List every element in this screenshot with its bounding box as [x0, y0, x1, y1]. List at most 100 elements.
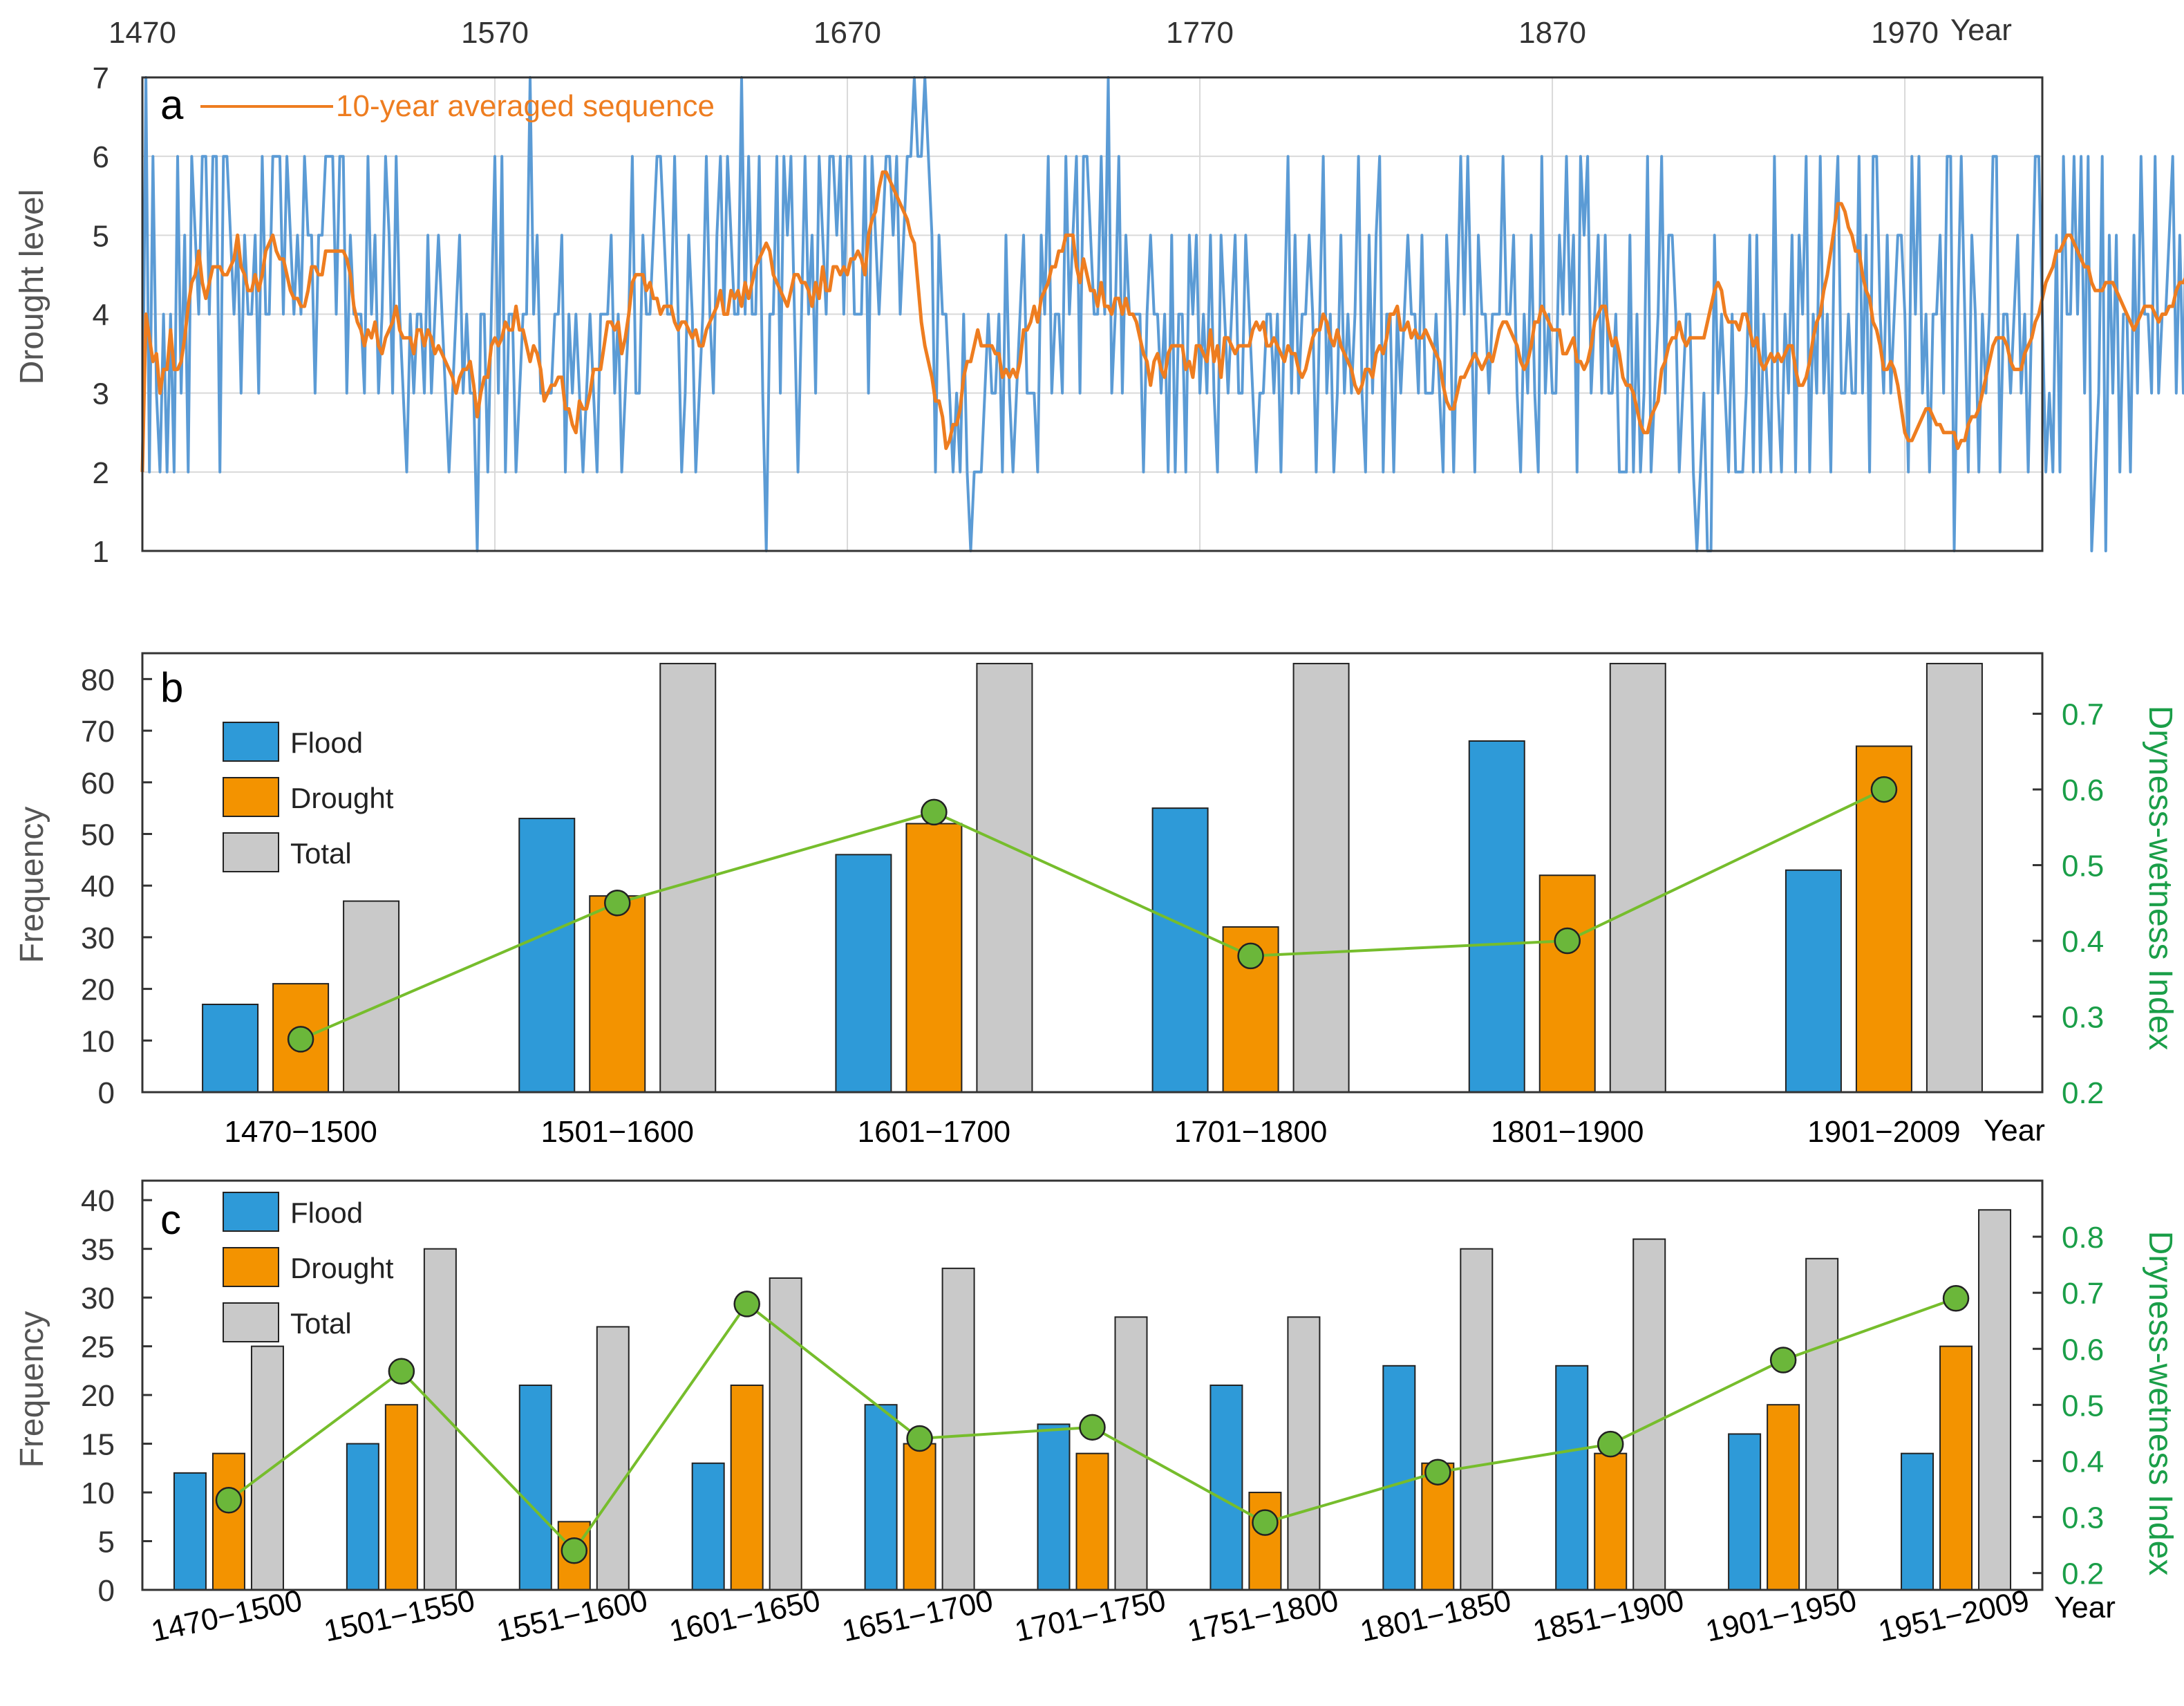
- panel-c-bar-total: [769, 1277, 802, 1591]
- panel-b-y2-tick-label: 0.3: [2062, 1001, 2104, 1035]
- panel-a-y-tick-label: 6: [93, 140, 109, 174]
- panel-b-dwi-line: [287, 776, 1898, 1053]
- panel-b-bar-total: [343, 900, 400, 1094]
- panel-c-dwi-line: [215, 1285, 1970, 1564]
- panel-b-dwi-point: [604, 890, 631, 917]
- panel-c-dwi-point: [1597, 1430, 1624, 1458]
- panel-c-x-tick-label: 1801−1850: [1357, 1584, 1514, 1649]
- panel-c-label: c: [160, 1197, 181, 1243]
- panel-c-bar-total: [1805, 1257, 1839, 1591]
- panel-a-x-tick-label: 1770: [1166, 16, 1234, 50]
- panel-a-y-tick-label: 2: [93, 456, 109, 490]
- panel-c-y2-tick-label: 0.6: [2062, 1333, 2104, 1367]
- panel-a-y-tick-label: 5: [93, 219, 109, 253]
- panel-b-label: b: [160, 664, 183, 711]
- panel-c-bar-flood: [864, 1404, 898, 1591]
- panel-a-x-tick-label: 1570: [461, 16, 529, 50]
- panel-b-bar-drought: [905, 823, 963, 1093]
- panel-b-legend-label-flood: Flood: [290, 727, 363, 759]
- panel-c-legend-swatch-total: [223, 1302, 279, 1342]
- panel-c-dwi-point: [1769, 1347, 1797, 1374]
- panel-c-dwi-point: [1942, 1285, 1970, 1312]
- panel-c-bar-total: [596, 1326, 630, 1591]
- panel-c-legend-label-drought: Drought: [290, 1252, 394, 1284]
- panel-a-y-tick-label: 4: [93, 299, 109, 332]
- panel-b-x-tick-label: 1801−1900: [1491, 1115, 1644, 1149]
- panel-c-bar-drought: [903, 1443, 936, 1591]
- panel-c-bar-drought: [1939, 1345, 1973, 1591]
- panel-c-bar-flood: [1382, 1365, 1416, 1591]
- panel-c-y2-tick-label: 0.8: [2062, 1221, 2104, 1255]
- panel-b-bar-total: [1292, 662, 1350, 1093]
- panel-c-bar-flood: [1901, 1452, 1934, 1591]
- panel-b-y-tick-label: 20: [81, 973, 115, 1007]
- panel-c-x-tick-label: 1901−1950: [1703, 1584, 1860, 1649]
- panel-c-legend-swatch-drought: [223, 1247, 279, 1287]
- panel-c-legend-label-flood: Flood: [290, 1197, 363, 1229]
- panel-b-bars: [202, 662, 1983, 1094]
- panel-c-y-tick-label: 0: [98, 1574, 115, 1608]
- panel-c-bar-total: [1460, 1248, 1494, 1591]
- panel-c-dwi-point: [1079, 1414, 1106, 1441]
- panel-b-dwi-point: [1554, 927, 1581, 955]
- panel-c-y-ticks: 0 5 10 15 20 25 30 35 40: [81, 1184, 152, 1608]
- panel-c-legend-label-total: Total: [290, 1307, 352, 1340]
- panel-b-legend-swatch-total: [223, 832, 279, 872]
- panel-b-bar-flood: [1468, 740, 1525, 1093]
- panel-c-y2-tick-label: 0.3: [2062, 1501, 2104, 1535]
- panel-c-bar-flood: [691, 1462, 725, 1591]
- panel-a-x-ticks: 1470 1570 1670 1770 1870 1970: [109, 16, 1939, 50]
- panel-b-bar-flood: [1151, 807, 1209, 1094]
- panel-b-y-tick-label: 80: [81, 663, 115, 697]
- panel-c-bar-flood: [1209, 1385, 1243, 1591]
- panel-c-y-tick-label: 15: [81, 1428, 115, 1462]
- panel-c-y2-tick-label: 0.2: [2062, 1557, 2104, 1591]
- panel-b-bar-drought: [1538, 874, 1596, 1094]
- panel-a-drought-level-chart: 1 2 3 4 5 6 7 1470 1570 1670 1770 1870 1970 Year Dr…: [14, 13, 2184, 569]
- panel-c-legend: Flood Drought Total: [223, 1192, 394, 1342]
- panel-c-bar-drought: [1594, 1452, 1628, 1591]
- panel-c-ylabel: Frequency: [14, 1311, 50, 1468]
- panel-b-dwi-point: [287, 1026, 314, 1053]
- panel-a-lines: [140, 76, 2184, 552]
- panel-c-bar-flood: [518, 1385, 552, 1591]
- panel-c-dwi-point: [215, 1486, 243, 1514]
- panel-b-ylabel: Frequency: [14, 807, 50, 964]
- panel-a-label: a: [160, 82, 184, 128]
- panel-c-legend-swatch-flood: [223, 1192, 279, 1232]
- panel-b-y-tick-label: 30: [81, 921, 115, 955]
- panel-c-bar-drought: [1767, 1404, 1800, 1591]
- panel-b-bar-flood: [202, 1004, 259, 1093]
- panel-b-legend-swatch-drought: [223, 777, 279, 817]
- panel-b-xlabel: Year: [1984, 1114, 2045, 1147]
- panel-b-legend-label-drought: Drought: [290, 782, 394, 814]
- panel-c-bars: [173, 1209, 2012, 1591]
- panel-b-y2-ticks: 0.2 0.3 0.4 0.5 0.6 0.7: [2033, 698, 2104, 1110]
- panel-b-x-tick-labels: 1470−1500 1501−1600 1601−1700 1701−1800 1801…: [224, 1115, 1960, 1149]
- panel-c-dwi-point: [906, 1425, 933, 1452]
- panel-b-bar-total: [1926, 662, 1983, 1093]
- panel-c-y2label: Dryness-wetness Index: [2142, 1231, 2178, 1576]
- panel-c-x-tick-labels: 1470−1500 1501−1550 1551−1600 1601−1650 1651…: [149, 1584, 2033, 1649]
- panel-c-bar-drought: [1075, 1452, 1109, 1591]
- panel-c-bar-total: [941, 1267, 975, 1591]
- panel-b-dwi-line-path: [300, 788, 1885, 1041]
- panel-c-x-tick-label: 1751−1800: [1185, 1584, 1342, 1649]
- panel-c-bar-total: [1287, 1316, 1321, 1591]
- panel-a-10yr-average-line: [140, 170, 2184, 472]
- panel-b-bar-total: [976, 662, 1033, 1093]
- panel-a-ylabel: Drought level: [14, 189, 50, 385]
- panel-b-y2label: Dryness-wetness Index: [2142, 706, 2178, 1051]
- panel-c-y-tick-label: 10: [81, 1477, 115, 1510]
- panel-a-annual-drought-line: [141, 76, 2184, 552]
- panel-b-century-frequency-chart: 0 10 20 30 40 50 60 70 80 0.2 0.3 0.4 0.5 0.6 0.7 147…: [14, 652, 2178, 1149]
- panel-a-x-tick-label: 1970: [1871, 16, 1939, 50]
- panel-c-bar-drought: [1248, 1492, 1282, 1591]
- panel-c-bar-flood: [1555, 1365, 1589, 1591]
- panel-b-bar-total: [1609, 662, 1666, 1093]
- panel-b-bar-drought: [589, 895, 646, 1094]
- panel-b-x-tick-label: 1701−1800: [1174, 1115, 1327, 1149]
- panel-c-y2-tick-label: 0.4: [2062, 1445, 2104, 1479]
- panel-c-y2-tick-label: 0.7: [2062, 1277, 2104, 1311]
- panel-a-x-tick-label: 1470: [109, 16, 176, 50]
